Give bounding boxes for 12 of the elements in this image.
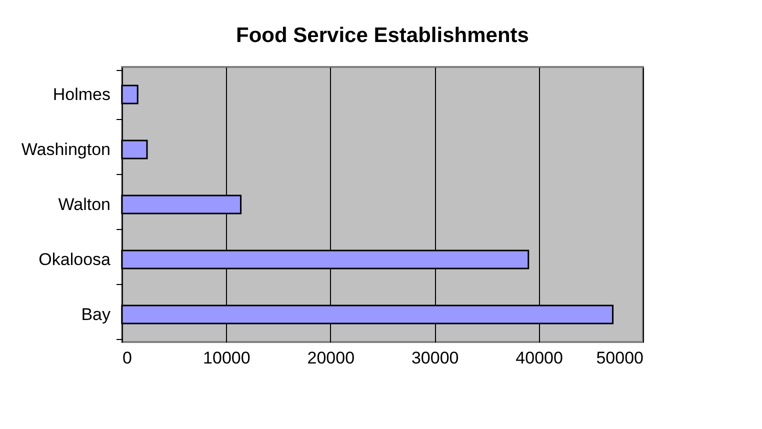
x-tick-label: 50000 (596, 348, 644, 368)
x-tick-label: 10000 (203, 348, 250, 368)
x-tick-label: 20000 (307, 348, 355, 368)
y-tick-label: Walton (58, 195, 110, 214)
x-tick-label: 30000 (411, 348, 459, 368)
x-tick-label: 40000 (516, 348, 563, 368)
y-tick-label: Okaloosa (38, 250, 112, 269)
y-tick-label: Holmes (52, 85, 110, 104)
y-tick-label: Washington (21, 140, 110, 159)
y-tick-label: Bay (81, 305, 111, 324)
x-tick-label: 0 (122, 348, 132, 368)
chart-title: Food Service Establishments (236, 24, 529, 47)
